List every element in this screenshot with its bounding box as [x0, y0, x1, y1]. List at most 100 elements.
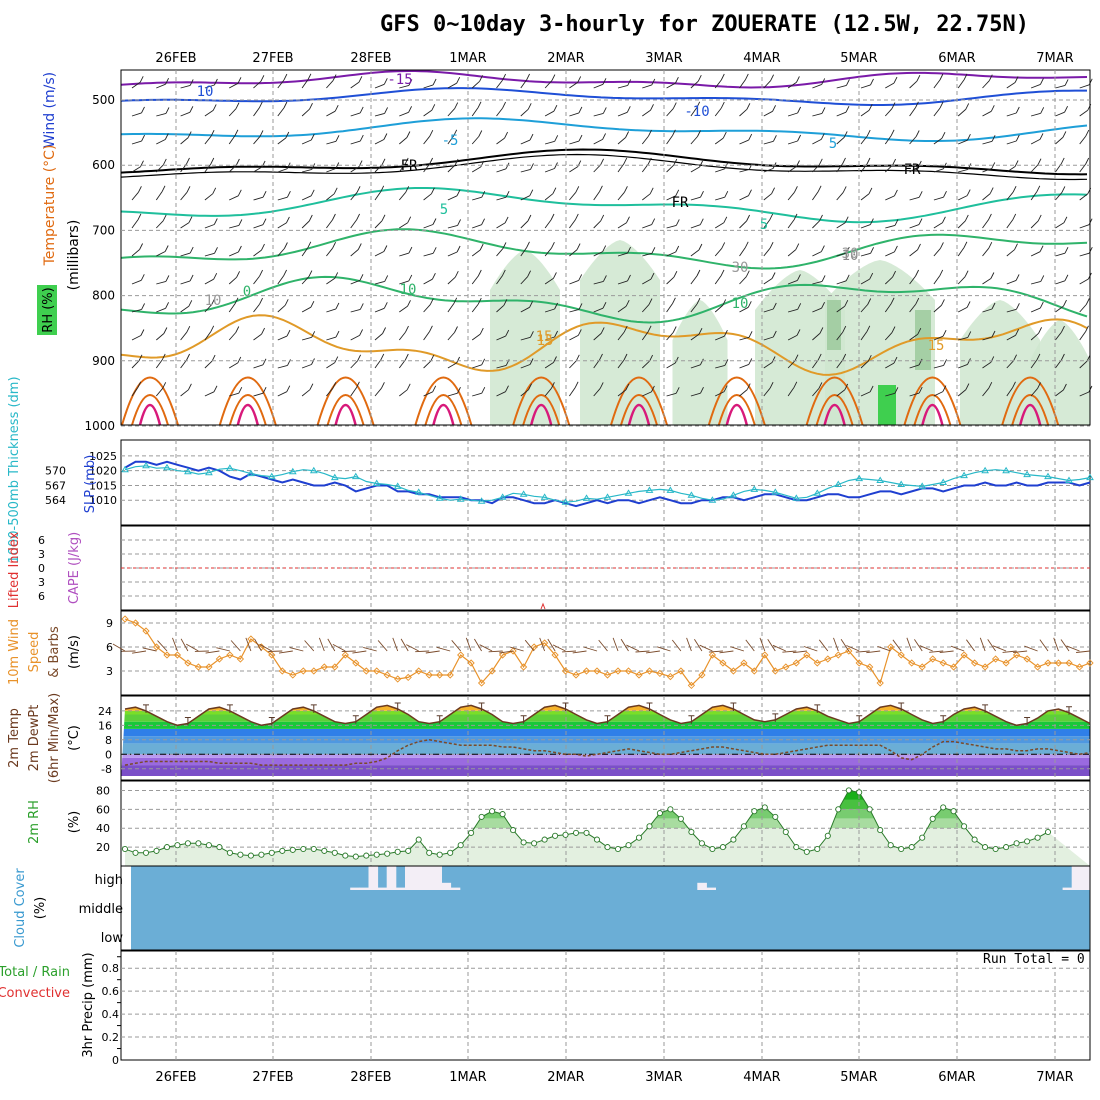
wind-barb-flag [820, 133, 825, 140]
wind-barb-flag [943, 190, 947, 198]
wind-barb-flag [1037, 158, 1042, 165]
wind-barb-flag [139, 243, 144, 250]
wind-speed-marker [708, 651, 717, 659]
wind-barb-flag [914, 101, 919, 109]
wind-barb-flag [673, 158, 678, 166]
wind-barb-flag [918, 218, 923, 225]
wind-barb-flag [627, 79, 632, 86]
wind-barb-flag [963, 241, 968, 249]
wind-barb-flag [965, 103, 970, 110]
temp-contour-25 [815, 394, 854, 426]
wind-barb [593, 280, 604, 285]
thickness-marker [750, 485, 759, 492]
wind-barb-flag [186, 325, 191, 333]
wind-10m-barb [840, 639, 850, 652]
wind-barb [471, 80, 480, 89]
wind-barb [885, 362, 895, 369]
rh-2m-marker [1013, 840, 1020, 847]
wind-barb [301, 79, 309, 89]
wind-speed-marker [803, 651, 811, 659]
wind-barb-flag [477, 297, 482, 305]
wind-barb-flag [309, 102, 313, 110]
wind-barb-flag [213, 78, 218, 86]
rh-2m-marker [709, 845, 716, 853]
wind-barb-flag [991, 302, 996, 310]
wind-barb-flag [1012, 213, 1017, 221]
wind-barb-flag [212, 104, 217, 111]
wind-barb [204, 110, 214, 117]
wind-barb [787, 308, 798, 313]
wind-barb-flag [793, 381, 798, 389]
wind-barb-flag [552, 187, 557, 194]
axis-label-cape: CAPE (J/kg) [67, 532, 82, 604]
wind-barb-flag [916, 74, 921, 82]
wind-barb [690, 224, 701, 229]
wind-barb [155, 388, 164, 397]
wind-barb [812, 164, 820, 173]
wind-barb [228, 135, 236, 145]
wind-barb [1055, 111, 1065, 117]
wind-barb-flag [359, 274, 364, 281]
wind-barb [933, 168, 944, 173]
wind-barb-flag [794, 354, 799, 361]
wind-10m-barb [906, 637, 913, 652]
wind-barb [884, 164, 893, 173]
wind-barb-flag [602, 275, 607, 282]
wind-barb-flag [844, 299, 849, 307]
wind-barb-flag [237, 77, 242, 84]
wind-barb [472, 224, 482, 229]
wind-barb-flag [793, 186, 798, 193]
wind-barb [131, 249, 140, 257]
temp-minmax-marker [646, 702, 653, 711]
wind-speed-marker [656, 669, 664, 678]
wind-barb-flag [724, 190, 729, 198]
wind-barb [180, 305, 190, 313]
wind-barb-flag [334, 356, 339, 363]
wind-barb [374, 251, 385, 257]
temp-panel-frame [120, 695, 1091, 781]
wind-barb [860, 360, 869, 369]
wind-barb-flag [456, 76, 461, 84]
wind-barb [982, 336, 993, 341]
wind-barb-flag [894, 387, 899, 394]
wind-barb [714, 248, 723, 257]
rh-shade-area [580, 240, 660, 425]
wind-barb [957, 307, 968, 313]
cloud-high-gap [1071, 866, 1082, 890]
wind-barb [739, 247, 746, 257]
wind-barb-flag [234, 297, 239, 305]
wind-barb-flag [748, 331, 753, 338]
wind-barb [131, 219, 139, 229]
axis-label-2m-temp: 2m Temp [7, 708, 22, 768]
wind-barb-flag [165, 77, 170, 85]
date-label-bottom: 1MAR [449, 1070, 486, 1085]
wind-barb-flag [283, 242, 288, 249]
wind-barb-flag [817, 353, 822, 361]
rh-2m-marker [793, 844, 800, 851]
wind-barb [301, 276, 310, 285]
date-label-top: 28FEB [350, 51, 391, 66]
wind-speed-marker [509, 647, 517, 655]
rh-2m-marker [940, 804, 947, 811]
wind-barb-flag [380, 353, 385, 361]
wind-speed-marker [477, 679, 486, 687]
wind-speed-marker [593, 667, 601, 675]
wind-barb-flag [481, 386, 486, 394]
temp-color-band [121, 743, 1090, 755]
wind-barb [958, 139, 968, 145]
temp-minmax-marker [184, 717, 191, 726]
wind-barb-flag [137, 186, 142, 193]
date-label-bottom: 2MAR [547, 1070, 584, 1085]
wind-barb [569, 387, 576, 397]
wind-barb-flag [598, 185, 603, 193]
wind-barb-flag [845, 274, 850, 282]
wind-barb-flag [258, 101, 263, 109]
rh-tick-label: 60 [96, 803, 110, 816]
wind-speed-marker [467, 659, 475, 667]
wind-speed-marker [278, 667, 286, 675]
axis-label-temperature: Temperature (°C) [42, 145, 58, 267]
wind-barb-flag [528, 383, 533, 390]
wind-barb-flag [967, 331, 972, 338]
temp-minmax-marker [1024, 717, 1031, 726]
wind-barb-flag [941, 216, 946, 224]
